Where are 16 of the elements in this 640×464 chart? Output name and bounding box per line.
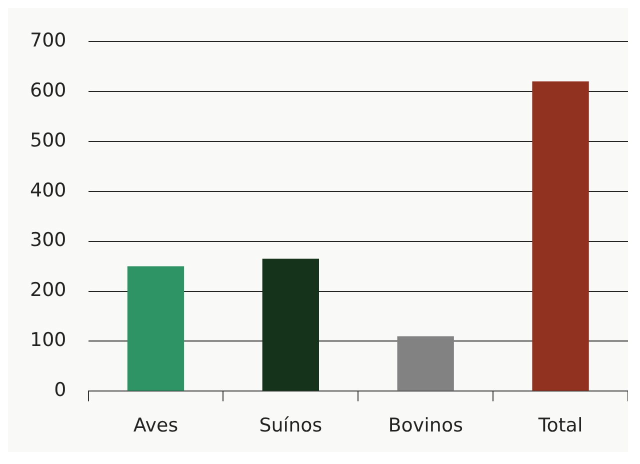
bar (262, 258, 319, 391)
y-tick-label: 100 (30, 329, 66, 352)
y-tick-label: 200 (30, 279, 66, 302)
y-tick-label: 400 (30, 179, 66, 202)
x-tick-label: Aves (133, 414, 178, 437)
x-tick-label: Suínos (259, 414, 322, 437)
y-tick-label: 0 (54, 379, 66, 402)
y-tick-label: 300 (30, 229, 66, 252)
y-tick-label: 700 (30, 29, 66, 52)
bar (532, 81, 589, 391)
bar (397, 336, 454, 391)
y-tick-label: 500 (30, 129, 66, 152)
bar (127, 266, 184, 391)
x-tick-label: Bovinos (388, 414, 463, 437)
y-tick-label: 600 (30, 79, 66, 102)
x-tick-label: Total (537, 414, 583, 437)
